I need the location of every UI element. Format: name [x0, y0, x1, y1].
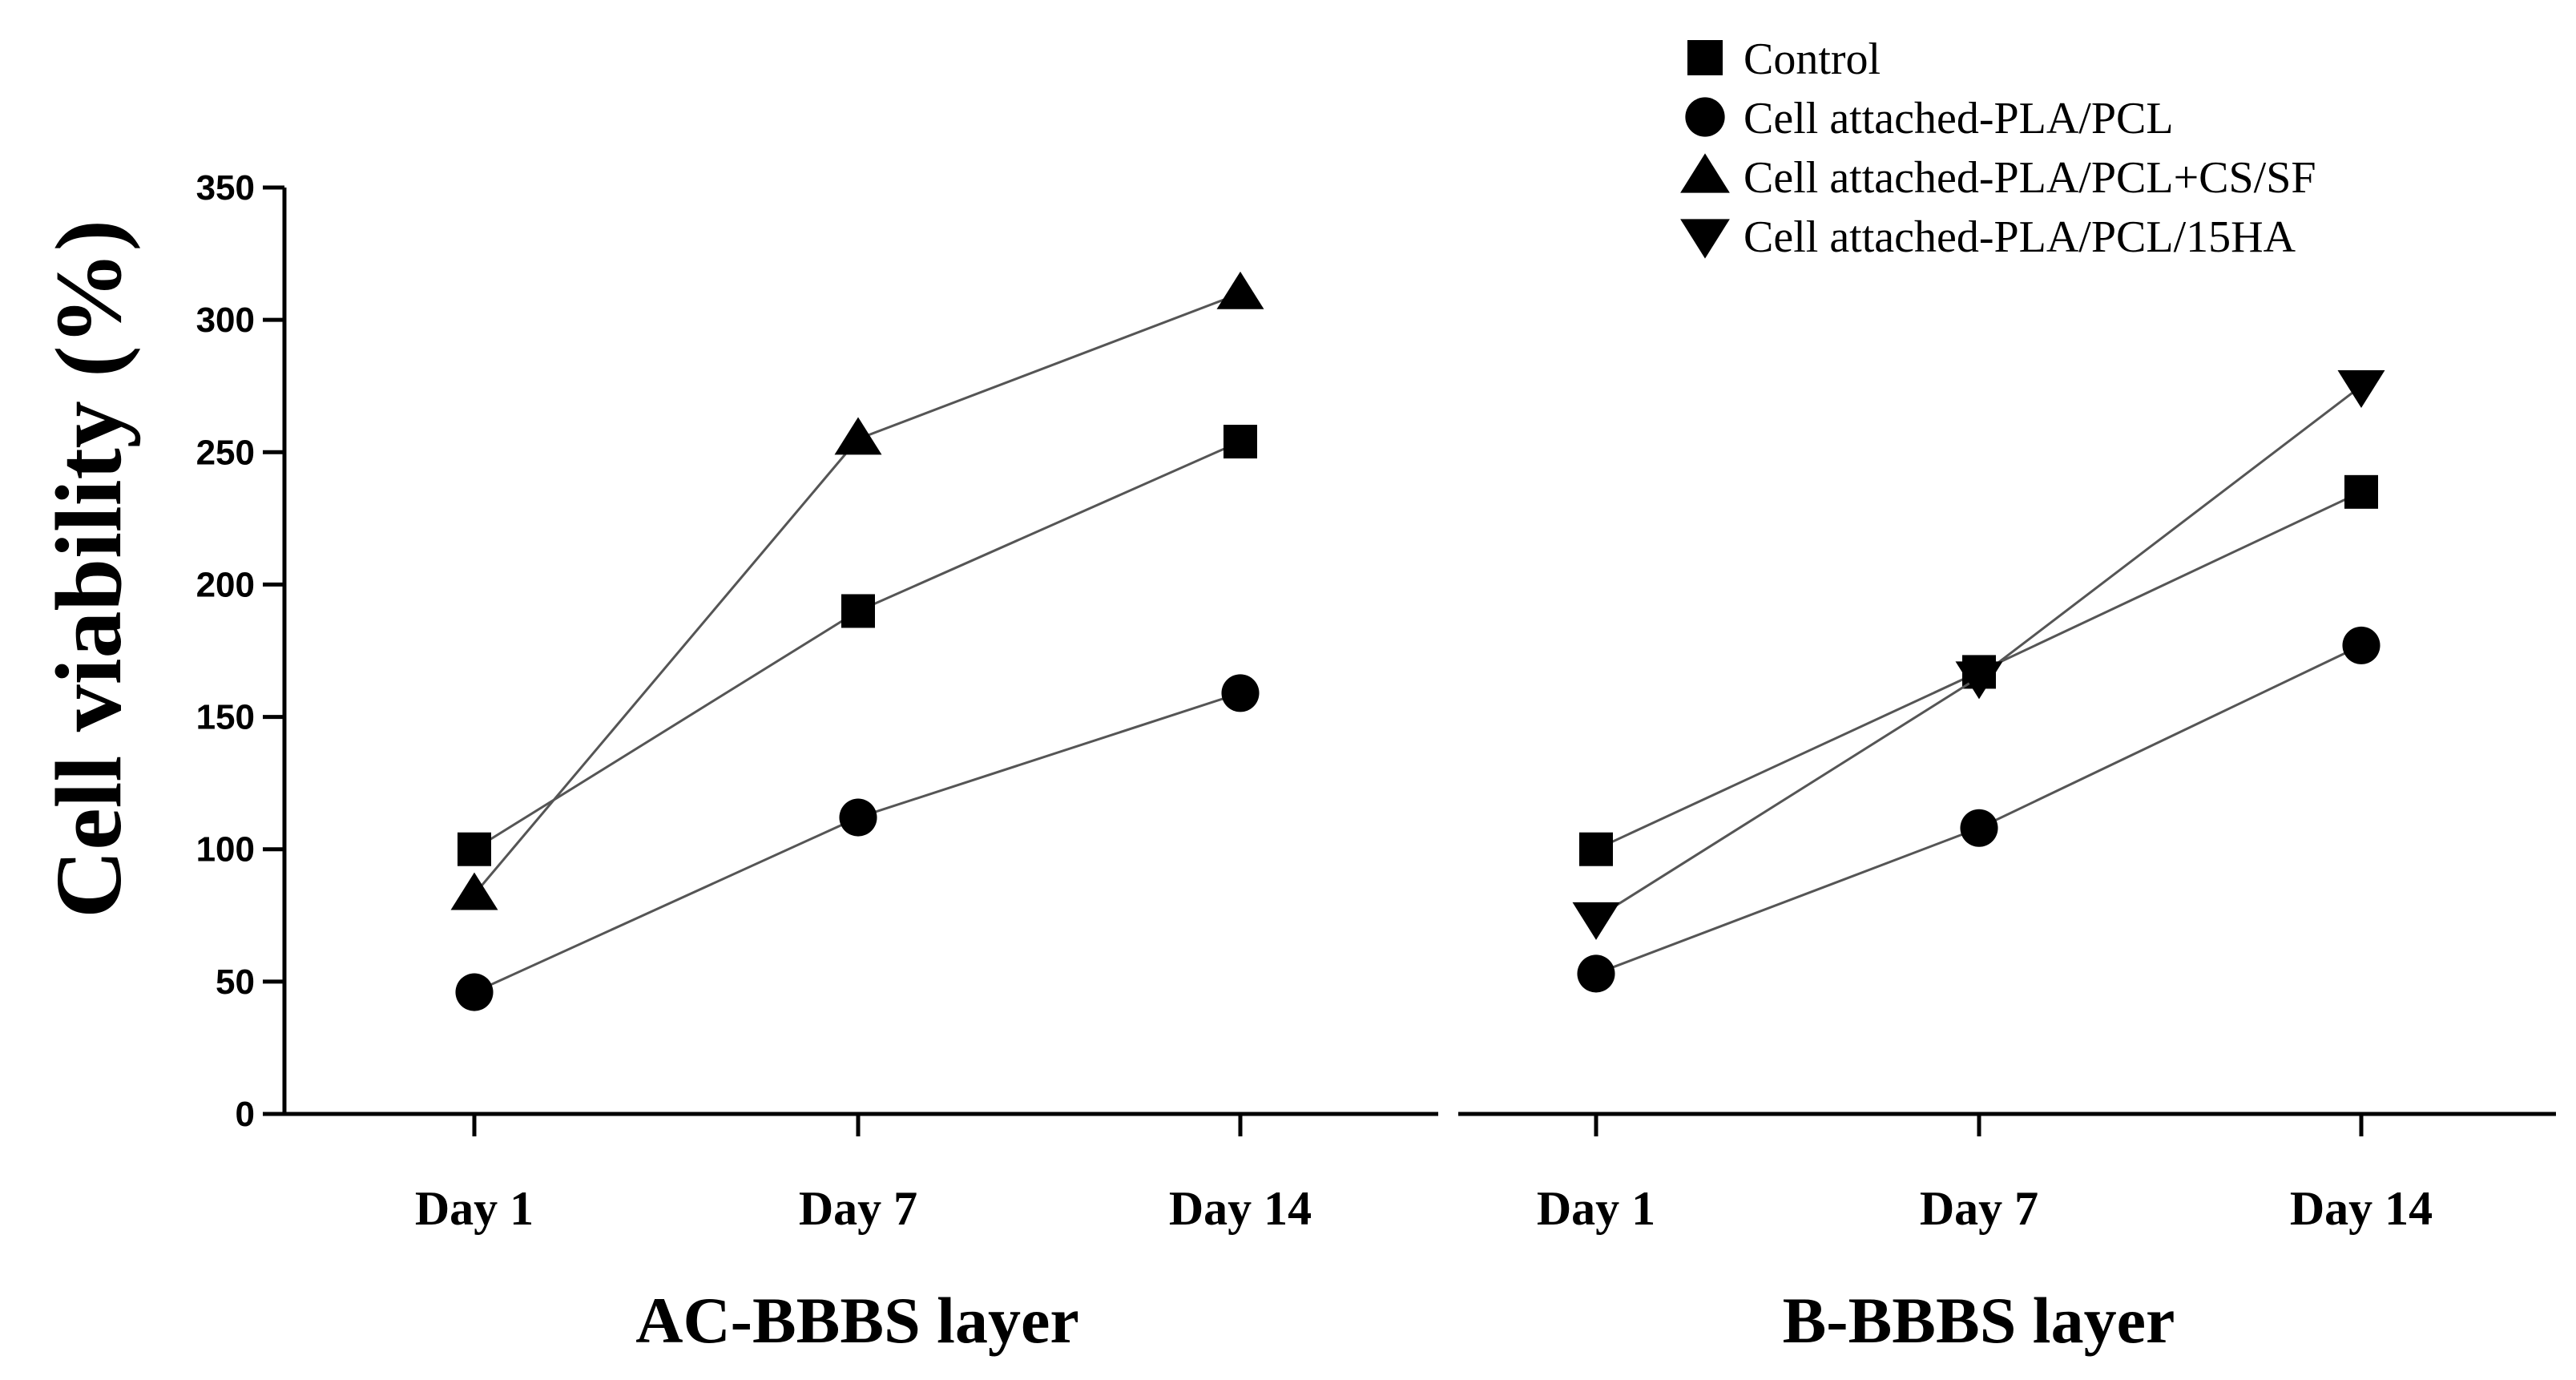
x-tick-label: Day 14 — [1169, 1182, 1312, 1235]
panel-title-1: AC-BBBS layer — [635, 1284, 1079, 1357]
data-point-triangle-up — [834, 417, 882, 455]
y-tick-label: 150 — [196, 698, 255, 737]
x-tick-label: Day 1 — [1537, 1182, 1655, 1235]
data-point-square — [1579, 832, 1613, 866]
y-axis-label: Cell viability (%) — [36, 220, 141, 918]
x-tick-label: Day 7 — [799, 1182, 917, 1235]
x-tick-label: Day 14 — [2290, 1182, 2433, 1235]
data-point-square — [458, 832, 491, 866]
y-tick-label: 300 — [196, 301, 255, 340]
legend-label: Control — [1744, 34, 1881, 84]
data-point-square — [841, 594, 875, 628]
legend-label: Cell attached-PLA/PCL/15HA — [1744, 212, 2296, 262]
data-point-circle — [1577, 954, 1615, 993]
legend-label: Cell attached-PLA/PCL — [1744, 94, 2174, 143]
series-line-circle — [474, 692, 1241, 994]
data-point-circle — [1221, 674, 1260, 712]
legend-label: Cell attached-PLA/PCL+CS/SF — [1744, 153, 2316, 203]
y-tick-label: 350 — [196, 168, 255, 208]
legend-marker-triangle-down — [1680, 219, 1730, 259]
data-point-circle — [2342, 626, 2380, 664]
y-tick-label: 250 — [196, 433, 255, 472]
legend: Control Cell attached-PLA/PCL Cell attache… — [1680, 34, 2316, 262]
data-point-circle — [455, 973, 494, 1011]
data-point-circle — [1960, 809, 1998, 847]
legend-marker-circle — [1685, 97, 1725, 137]
y-tick-label: 0 — [236, 1095, 255, 1134]
data-point-triangle-up — [1216, 271, 1264, 309]
data-point-triangle-down — [1572, 902, 1620, 940]
x-tick-label: Day 7 — [1920, 1182, 2038, 1235]
y-tick-label: 200 — [196, 565, 255, 604]
panel-title-2: B-BBBS layer — [1783, 1284, 2175, 1357]
legend-marker-triangle-up — [1680, 153, 1730, 193]
data-point-square — [2344, 474, 2378, 509]
x-tick-label: Day 1 — [415, 1182, 534, 1235]
data-point-triangle-up — [450, 872, 498, 910]
legend-marker-square — [1687, 40, 1723, 75]
data-point-triangle-down — [1955, 661, 2003, 700]
y-tick-label: 50 — [216, 962, 255, 1002]
series-line-square — [474, 440, 1241, 850]
plot-area: 0 50 100 150 200 250 300 350 Day 1 Day 7 Day 14 AC-… — [196, 168, 2556, 1357]
data-point-square — [1223, 425, 1257, 459]
y-tick-label: 100 — [196, 830, 255, 870]
data-point-circle — [839, 798, 877, 837]
data-point-triangle-down — [2337, 370, 2385, 409]
